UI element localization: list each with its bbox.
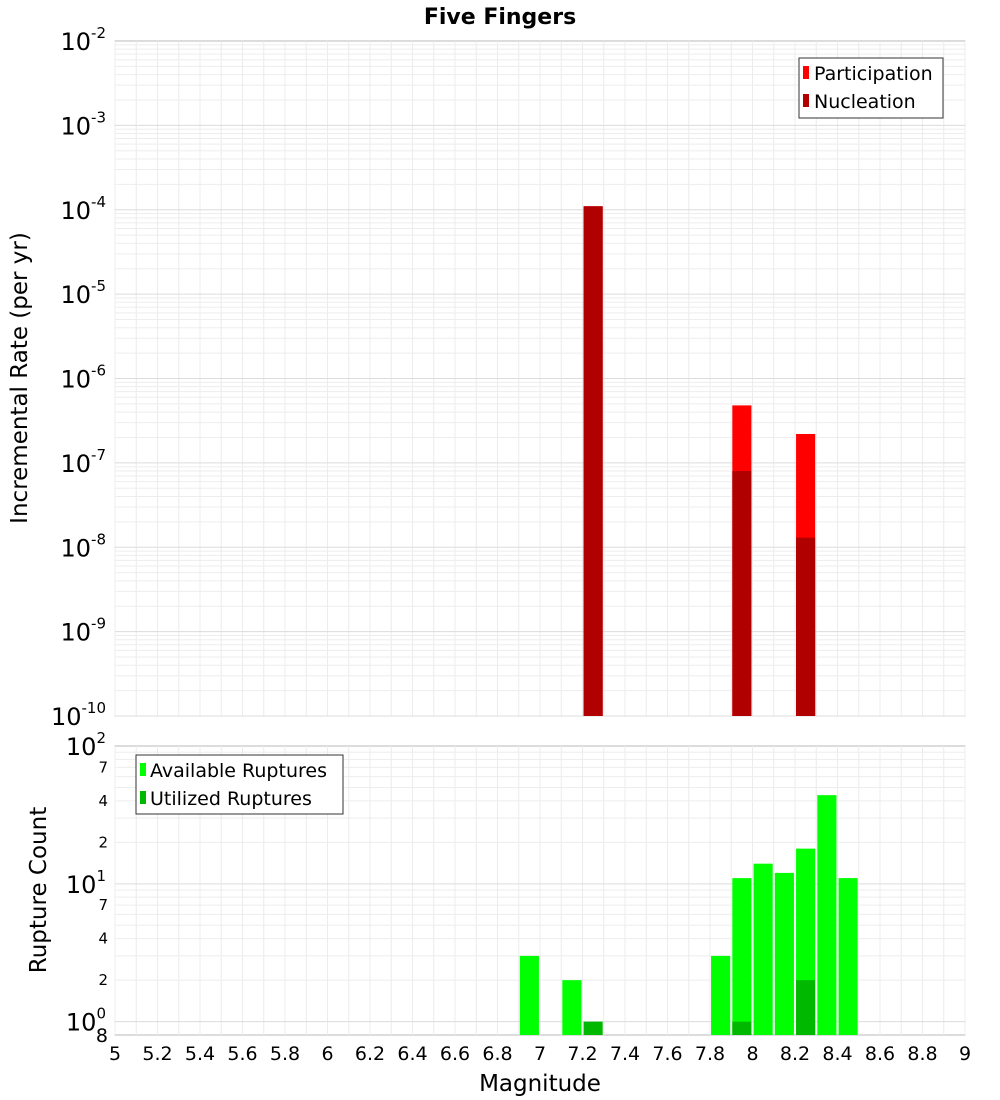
count-bars — [519, 795, 858, 1035]
rate-y-tick: 10-5 — [60, 277, 106, 309]
utilized-bar — [583, 1021, 603, 1035]
count-legend: Available Ruptures Utilized Ruptures — [135, 754, 344, 815]
x-tick: 5 — [109, 1043, 121, 1065]
nucleation-bar — [583, 206, 603, 716]
x-tick: 7 — [534, 1043, 546, 1065]
x-tick: 8.6 — [865, 1043, 895, 1065]
count-plot: 102 101 100 7 4 2 7 4 2 8 5 5.2 5.4 5.6 5.8 6 6.2 6.4 6.… — [26, 729, 971, 1097]
x-tick: 8.8 — [907, 1043, 937, 1065]
rate-y-tick: 10-10 — [51, 699, 106, 731]
utilized-legend-swatch — [140, 791, 146, 804]
count-y-minor-tick: 4 — [98, 930, 108, 948]
rate-y-tick: 10-4 — [60, 193, 106, 225]
count-y-major-tick: 100 — [66, 1005, 106, 1037]
rate-legend-box — [798, 57, 944, 119]
rate-y-tick: 10-7 — [60, 446, 106, 478]
x-tick: 7.6 — [652, 1043, 682, 1065]
x-tick: 5.2 — [142, 1043, 172, 1065]
rate-y-tick: 10-3 — [60, 108, 106, 140]
nucleation-legend-swatch — [803, 94, 809, 107]
rate-plot: 10-2 10-3 10-4 10-5 10-6 10-7 10-8 10-9 10-10 In… — [7, 24, 966, 731]
count-y-tick-labels: 102 101 100 7 4 2 7 4 2 — [66, 729, 108, 1037]
rate-bars — [583, 206, 816, 716]
x-tick: 6.4 — [397, 1043, 427, 1065]
rate-y-tick: 10-2 — [60, 24, 106, 56]
utilized-bar — [796, 980, 816, 1035]
chart-title: Five Fingers — [424, 5, 576, 30]
count-legend-box — [135, 754, 344, 815]
x-tick: 5.4 — [185, 1043, 215, 1065]
x-tick-labels: 5 5.2 5.4 5.6 5.8 6 6.2 6.4 6.6 6.8 7 7.2 7.4 7.6 7.8 8… — [109, 1043, 971, 1065]
x-tick: 9 — [959, 1043, 971, 1065]
available-bar — [838, 878, 858, 1035]
x-tick: 7.8 — [695, 1043, 725, 1065]
participation-legend-label: Participation — [814, 63, 933, 85]
x-tick: 7.2 — [567, 1043, 597, 1065]
available-bar — [753, 863, 773, 1035]
x-tick: 5.6 — [227, 1043, 257, 1065]
x-tick: 7.4 — [610, 1043, 640, 1065]
nucleation-legend-label: Nucleation — [814, 91, 916, 113]
available-bar — [774, 872, 794, 1035]
x-tick: 6 — [321, 1043, 333, 1065]
x-tick: 6.2 — [355, 1043, 385, 1065]
rate-y-tick: 10-8 — [60, 530, 106, 562]
rate-gridlines — [114, 41, 966, 717]
available-bar — [732, 878, 752, 1035]
rate-y-tick: 10-6 — [60, 362, 106, 394]
rate-y-axis-label: Incremental Rate (per yr) — [7, 232, 33, 524]
available-bar — [817, 795, 837, 1035]
count-y-major-tick: 102 — [66, 729, 106, 761]
x-tick: 6.8 — [482, 1043, 512, 1065]
nucleation-bar — [732, 471, 752, 716]
x-tick: 8 — [746, 1043, 758, 1065]
x-tick: 5.8 — [270, 1043, 300, 1065]
rate-legend: Participation Nucleation — [798, 57, 944, 119]
count-y-major-tick: 101 — [66, 867, 106, 899]
available-bar — [711, 955, 731, 1035]
available-legend-label: Available Ruptures — [150, 760, 327, 782]
x-tick: 8.2 — [780, 1043, 810, 1065]
count-y-minor-tick: 7 — [98, 758, 108, 776]
nucleation-bar — [796, 537, 816, 716]
count-y-bottom-tick: 8 — [96, 1025, 108, 1047]
x-tick: 8.4 — [822, 1043, 852, 1065]
count-y-minor-tick: 2 — [98, 971, 108, 989]
utilized-bar — [732, 1021, 752, 1035]
available-bar — [562, 980, 582, 1035]
count-y-minor-tick: 2 — [98, 833, 108, 851]
count-y-axis-label: Rupture Count — [26, 807, 52, 973]
utilized-legend-label: Utilized Ruptures — [150, 788, 312, 810]
x-tick: 6.6 — [440, 1043, 470, 1065]
available-legend-swatch — [140, 763, 146, 776]
participation-legend-swatch — [803, 66, 809, 79]
available-bar — [519, 955, 539, 1035]
rate-y-tick: 10-9 — [60, 615, 106, 647]
count-y-minor-tick: 7 — [98, 896, 108, 914]
x-axis-label: Magnitude — [479, 1071, 601, 1097]
count-y-minor-tick: 4 — [98, 792, 108, 810]
rate-y-tick-labels: 10-2 10-3 10-4 10-5 10-6 10-7 10-8 10-9 10-10 — [51, 24, 106, 731]
